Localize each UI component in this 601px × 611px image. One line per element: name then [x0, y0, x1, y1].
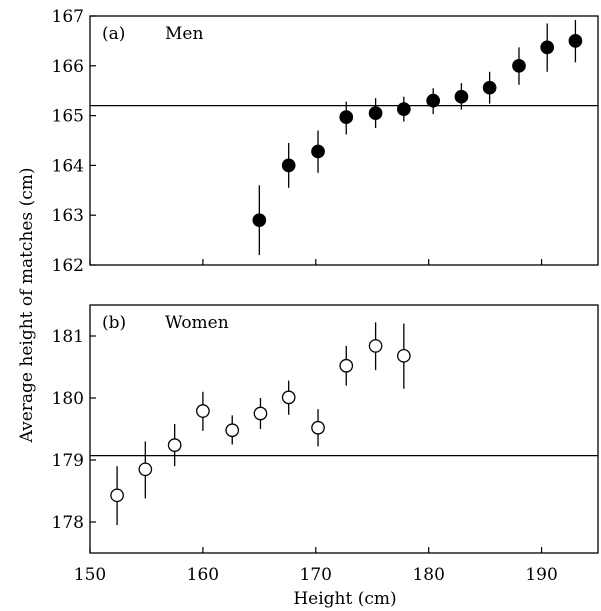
data-point — [225, 423, 240, 438]
data-point — [339, 110, 354, 124]
data-point — [396, 102, 411, 116]
y-tick-label: 180 — [52, 389, 84, 409]
data-point — [368, 106, 383, 120]
y-tick-label: 179 — [52, 451, 84, 471]
panel-label: (b) — [102, 313, 126, 333]
data-point — [368, 339, 383, 353]
data-point — [512, 58, 526, 73]
data-point — [568, 34, 583, 48]
data-point — [311, 144, 325, 159]
panel-title: Men — [165, 24, 203, 44]
panel-label: (a) — [102, 24, 125, 44]
data-point — [281, 390, 296, 405]
y-tick-label: 167 — [52, 7, 84, 27]
panel-title: Women — [165, 313, 229, 333]
data-point — [252, 213, 267, 228]
y-tick-label: 164 — [52, 156, 84, 176]
y-tick-label: 165 — [52, 107, 84, 127]
plot-frame — [89, 304, 599, 554]
data-point — [396, 348, 411, 363]
data-point — [482, 80, 497, 95]
data-point — [454, 89, 469, 104]
x-tick-label: 170 — [300, 565, 332, 585]
y-tick-label: 163 — [52, 206, 84, 226]
x-tick-label: 160 — [187, 565, 219, 585]
data-point — [339, 358, 354, 373]
data-point — [311, 420, 325, 435]
y-tick-label: 166 — [52, 57, 84, 77]
panel-men: 162 163 164 165 166 167 (a) Men — [52, 7, 599, 276]
x-axis-label: Height (cm) — [293, 589, 396, 609]
x-tick-label: 150 — [74, 565, 106, 585]
data-point — [196, 404, 210, 418]
data-point — [426, 93, 441, 108]
data-point — [110, 488, 124, 503]
panel-women: 178 179 180 181 (b) Women — [52, 304, 599, 554]
x-tick-label: 180 — [412, 565, 444, 585]
x-axis-tick-labels: 150 160 170 180 190 — [74, 565, 558, 585]
data-point — [253, 406, 268, 421]
y-tick-label: 181 — [52, 327, 84, 347]
y-axis-label: Average height of matches (cm) — [17, 168, 37, 444]
x-tick-label: 190 — [525, 565, 557, 585]
data-point — [138, 462, 153, 477]
data-point — [540, 40, 555, 55]
data-point — [281, 158, 296, 173]
y-tick-label: 178 — [52, 513, 84, 533]
y-tick-label: 162 — [52, 256, 84, 276]
plot-frame — [89, 15, 599, 266]
data-point — [167, 438, 182, 452]
